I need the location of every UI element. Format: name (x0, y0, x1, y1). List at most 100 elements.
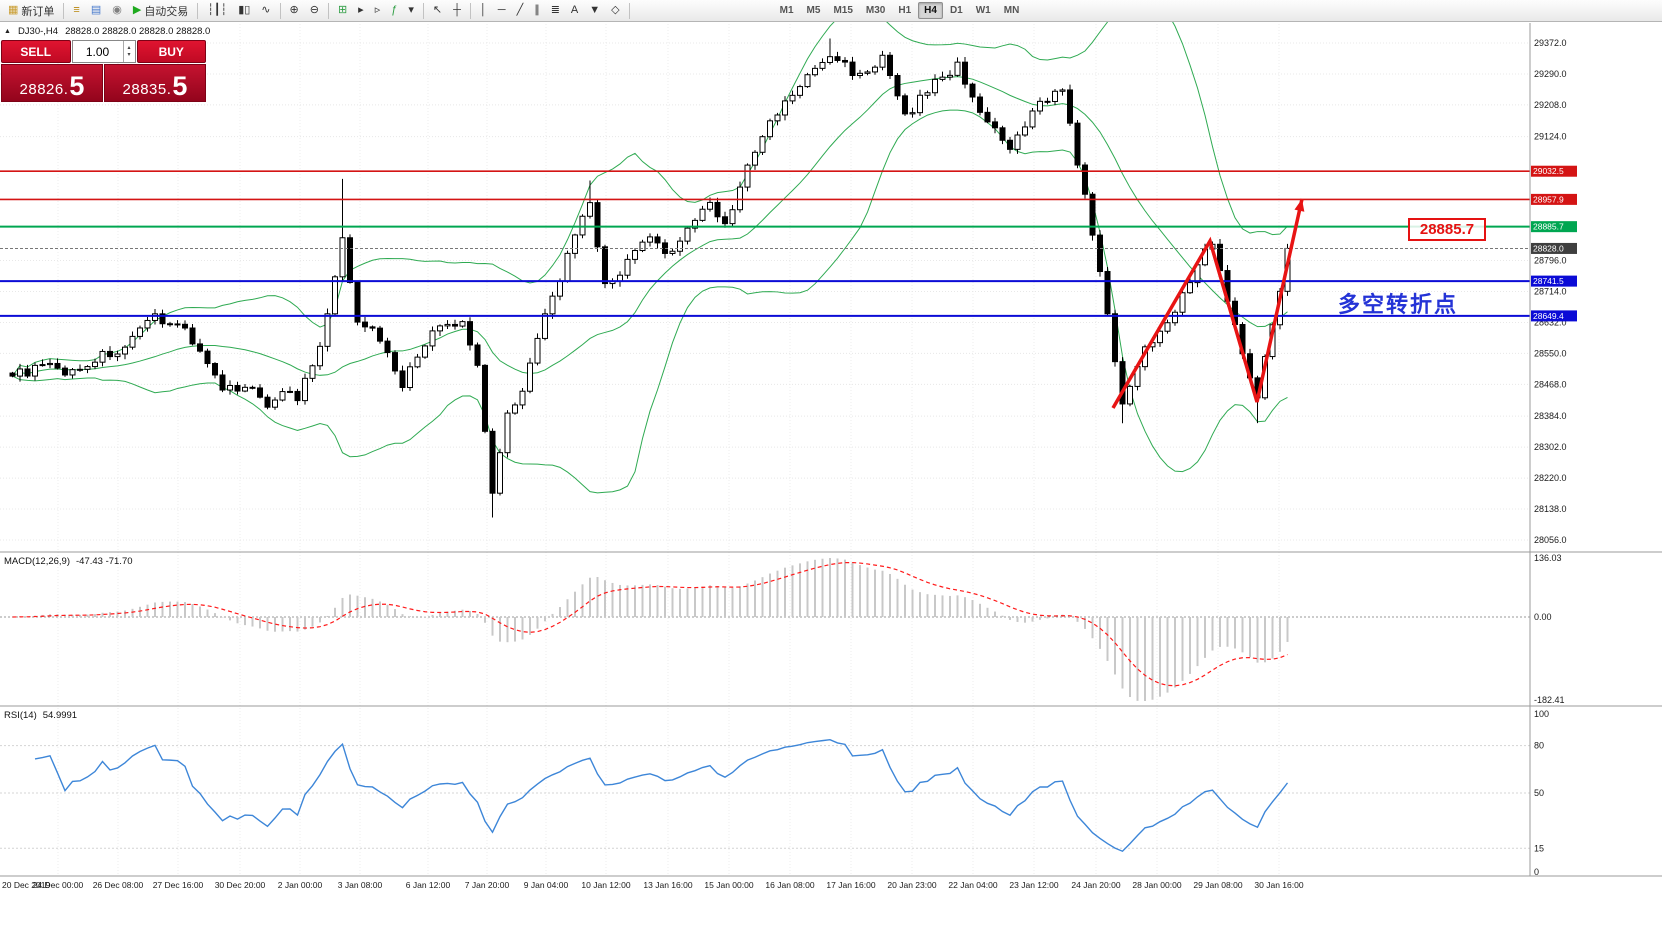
volume-input[interactable]: 1.00 ▴ ▾ (71, 40, 136, 63)
svg-text:27 Dec 16:00: 27 Dec 16:00 (153, 880, 204, 890)
crosshair-button[interactable]: ┼ (448, 1, 466, 20)
grid-button[interactable]: ⊞ (333, 1, 352, 20)
data-window-button[interactable]: ▤ (86, 1, 106, 20)
toolbar-group-timeframes: M1 M5 M15 M30 H1 H4 D1 W1 MN (774, 2, 1026, 19)
horizontal-line-button[interactable]: ─ (493, 1, 511, 20)
vertical-line-button[interactable]: │ (475, 1, 492, 20)
trendline-button[interactable]: ╱ (512, 1, 529, 20)
svg-text:28 Jan 00:00: 28 Jan 00:00 (1132, 880, 1181, 890)
svg-text:30 Dec 20:00: 30 Dec 20:00 (215, 880, 266, 890)
svg-text:24 Jan 20:00: 24 Jan 20:00 (1071, 880, 1120, 890)
toolbar-divider (279, 2, 281, 19)
chart-shift-button[interactable]: ▹ (370, 1, 386, 20)
line-chart-button[interactable]: ∿ (256, 1, 275, 20)
text-button[interactable]: A (566, 1, 583, 20)
tf-d1-label: D1 (949, 5, 963, 16)
svg-text:16 Jan 08:00: 16 Jan 08:00 (765, 880, 814, 890)
tf-h1-button[interactable]: H1 (892, 2, 917, 19)
toolbar-group-windows: ≡ ▤ ◉ ▶ 自动交易 (68, 1, 193, 20)
buy-price-main: 28835. (122, 81, 172, 98)
channel-button[interactable]: ∥ (529, 1, 545, 20)
svg-text:22 Jan 04:00: 22 Jan 04:00 (948, 880, 997, 890)
svg-text:28138.0: 28138.0 (1534, 504, 1567, 514)
toolbar-divider (469, 2, 471, 19)
market-watch-button[interactable]: ≡ (68, 1, 84, 20)
svg-text:0: 0 (1534, 867, 1539, 877)
svg-text:28550.0: 28550.0 (1534, 348, 1567, 358)
toolbar-divider (63, 2, 65, 19)
tf-m30-button[interactable]: M30 (860, 2, 891, 19)
volume-spinner[interactable]: ▴ ▾ (122, 41, 135, 62)
svg-text:28302.0: 28302.0 (1534, 442, 1567, 452)
auto-scroll-button[interactable]: ▸ (353, 1, 369, 20)
volume-value[interactable]: 1.00 (85, 44, 110, 59)
indicators-button[interactable]: ƒ (386, 1, 402, 20)
candlestick-chart-button[interactable]: ▮▯ (233, 1, 255, 20)
zoom-out-button[interactable]: ⊖ (305, 1, 324, 20)
fibonacci-button[interactable]: ≣ (546, 1, 565, 20)
text-icon: A (570, 4, 579, 16)
rsi-indicator-label: RSI(14) 54.9991 (4, 710, 77, 721)
data-window-icon: ▤ (90, 4, 102, 16)
buy-price[interactable]: 28835. 5 (104, 64, 206, 102)
shapes-icon: ◇ (611, 4, 620, 16)
symbol-collapse-icon[interactable]: ▲ (4, 28, 11, 35)
tf-m1-button[interactable]: M1 (774, 2, 800, 19)
svg-text:0.00: 0.00 (1534, 612, 1552, 622)
toolbar-group-draw-tools: │ ─ ╱ ∥ ≣ A ▼ ◇ (475, 1, 625, 20)
channel-icon: ∥ (534, 4, 540, 16)
tf-m15-button[interactable]: M15 (827, 2, 858, 19)
trendline-icon: ╱ (516, 4, 524, 16)
shapes-button[interactable]: ◇ (606, 1, 624, 20)
tf-m5-button[interactable]: M5 (801, 2, 827, 19)
rsi-value: 54.9991 (42, 710, 78, 721)
buy-button[interactable]: BUY (136, 40, 206, 63)
toolbar-group-cursor-tools: ↖ ┼ (428, 1, 466, 20)
svg-text:9 Jan 04:00: 9 Jan 04:00 (524, 880, 569, 890)
indicators-icon: ƒ (391, 4, 398, 16)
sell-price-big-digit: 5 (69, 70, 85, 101)
svg-text:15: 15 (1534, 843, 1544, 853)
svg-text:23 Jan 12:00: 23 Jan 12:00 (1009, 880, 1058, 890)
tf-h4-button[interactable]: H4 (918, 2, 943, 19)
quote-line: ▲ DJ30-,H4 28828.0 28828.0 28828.0 28828… (4, 26, 210, 37)
cursor-button[interactable]: ↖ (428, 1, 447, 20)
indicators-dropdown-button[interactable]: ▾ (403, 1, 419, 20)
turning-point-annotation: 多空转折点 (1338, 292, 1459, 317)
svg-text:28885.7: 28885.7 (1533, 222, 1564, 232)
spinner-down-icon[interactable]: ▾ (127, 51, 131, 58)
arrows-button[interactable]: ▼ (584, 1, 605, 20)
svg-text:28741.5: 28741.5 (1533, 276, 1564, 286)
crosshair-icon: ┼ (453, 4, 461, 16)
tf-h1-label: H1 (898, 5, 912, 16)
toolbar-divider (628, 2, 630, 19)
svg-text:3 Jan 08:00: 3 Jan 08:00 (338, 880, 383, 890)
tf-mn-button[interactable]: MN (998, 2, 1026, 19)
tf-w1-button[interactable]: W1 (970, 2, 997, 19)
sell-button[interactable]: SELL (1, 40, 71, 63)
toolbar-group-zoom: ⊕ ⊖ (285, 1, 324, 20)
zoom-in-icon: ⊕ (289, 4, 299, 16)
price-annotation[interactable]: 28885.7 (1408, 218, 1486, 241)
svg-text:29290.0: 29290.0 (1534, 69, 1567, 79)
svg-text:29032.5: 29032.5 (1533, 166, 1564, 176)
auto-trading-label: 自动交易 (144, 5, 189, 18)
new-order-button[interactable]: ▦ 新订单 (3, 1, 59, 20)
indicators-dropdown-icon: ▾ (408, 4, 414, 16)
svg-text:10 Jan 12:00: 10 Jan 12:00 (581, 880, 630, 890)
macd-values: -47.43 -71.70 (76, 556, 133, 567)
symbol-period-label: DJ30-,H4 (17, 26, 59, 37)
tf-d1-button[interactable]: D1 (944, 2, 969, 19)
auto-trading-button[interactable]: ▶ 自动交易 (128, 1, 193, 20)
fibonacci-icon: ≣ (550, 4, 560, 16)
navigator-button[interactable]: ◉ (107, 1, 127, 20)
arrows-icon: ▼ (589, 4, 601, 16)
spinner-up-icon[interactable]: ▴ (127, 44, 131, 51)
sell-price[interactable]: 28826. 5 (1, 64, 103, 102)
grid-icon: ⊞ (337, 4, 348, 16)
buy-price-big-digit: 5 (172, 70, 188, 101)
bar-chart-button[interactable]: ┆┃┆ (202, 1, 232, 20)
zoom-in-button[interactable]: ⊕ (285, 1, 304, 20)
